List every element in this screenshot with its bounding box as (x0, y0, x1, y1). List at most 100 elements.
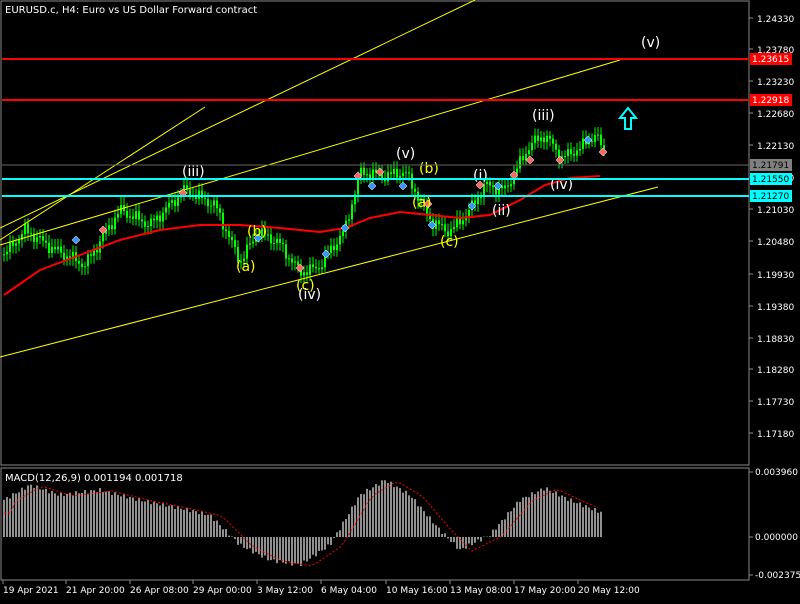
candle-body (510, 184, 512, 187)
candle-body (267, 234, 269, 236)
macd-axis-label: 0.003960 (755, 468, 798, 478)
candle-body (159, 215, 161, 222)
price-marker-box (750, 94, 792, 106)
candle-body (117, 213, 119, 218)
candle-body (324, 253, 326, 268)
candle-body (444, 224, 446, 232)
candle-body (66, 256, 68, 260)
candle-body (96, 249, 98, 253)
candle-body (84, 266, 86, 268)
time-axis: 19 Apr 2021 21 Apr 20:00 26 Apr 08:00 29 Ap… (2, 580, 640, 596)
candle-body (582, 138, 584, 149)
wave-label: (i) (473, 168, 488, 184)
price-marker-box (750, 53, 792, 65)
price-marker-label: 1.21270 (752, 192, 789, 202)
candle-body (528, 150, 530, 155)
candle-body (120, 205, 122, 214)
candle-body (360, 167, 362, 177)
wave-label: (b) (419, 161, 439, 177)
candle-body (12, 241, 14, 246)
candle-body (246, 244, 248, 259)
candle-body (486, 181, 488, 185)
candle-body (261, 228, 263, 237)
candle-body (297, 261, 299, 266)
candle-body (498, 185, 500, 195)
candle-body (426, 203, 428, 214)
candle-body (309, 264, 311, 275)
candle-body (456, 218, 458, 228)
candle-body (429, 213, 431, 220)
wave-label: (ii) (492, 203, 511, 219)
wave-labels: (iii)(a)(b)(c)(iv)(v)(b)(a)(c)(i)(ii)(ii… (182, 35, 660, 303)
time-label: 3 May 12:00 (257, 586, 313, 596)
time-label: 13 May 08:00 (450, 586, 512, 596)
price-label: 1.17180 (757, 430, 794, 440)
candle-body (186, 185, 188, 190)
channel-lower-line (0, 186, 659, 358)
candle-body (558, 149, 560, 161)
candle-body (45, 240, 47, 243)
macd-indicator: 0.003960 0.000000 -0.002375 (3, 468, 800, 581)
channel-upper-line (0, 59, 621, 246)
candle-body (171, 200, 173, 203)
candle-body (138, 211, 140, 220)
signal-diamond (340, 223, 350, 233)
candle-body (492, 185, 494, 188)
candle-body (165, 207, 167, 213)
candle-body (519, 156, 521, 169)
candle-body (174, 200, 176, 206)
candle-body (141, 219, 143, 222)
price-label: 1.19930 (757, 271, 794, 281)
candlestick-series (3, 127, 605, 283)
candle-body (441, 224, 443, 226)
candle-body (207, 198, 209, 207)
candle-body (81, 263, 83, 268)
candle-body (414, 188, 416, 192)
wave-label: (iv) (298, 287, 321, 303)
candle-body (576, 150, 578, 156)
candle-body (348, 219, 350, 221)
candle-body (177, 197, 179, 206)
fan-line (0, 106, 206, 241)
candle-body (462, 220, 464, 225)
signal-diamond (583, 135, 593, 145)
price-label: 1.18830 (757, 335, 794, 345)
candle-body (78, 261, 80, 264)
chart-title: EURUSD.c, H4: Euro vs US Dollar Forward … (5, 5, 257, 16)
wave-label: (v) (396, 146, 415, 162)
candle-body (474, 200, 476, 205)
price-marker-box (750, 159, 792, 171)
candle-body (279, 238, 281, 244)
candle-body (540, 137, 542, 141)
signal-diamond (398, 181, 408, 191)
candle-body (132, 216, 134, 219)
candle-body (282, 243, 284, 245)
candle-body (243, 258, 245, 262)
candle-body (330, 245, 332, 253)
candle-body (228, 231, 230, 237)
candle-body (126, 210, 128, 218)
wave-label: (c) (440, 234, 459, 250)
candle-body (39, 236, 41, 238)
macd-axis-label: -0.002375 (755, 571, 800, 581)
candle-body (423, 198, 425, 204)
candle-body (483, 184, 485, 198)
candle-body (105, 229, 107, 234)
candle-body (396, 169, 398, 178)
candle-body (195, 196, 197, 199)
price-marker-label: 1.23615 (752, 55, 789, 65)
candle-body (516, 168, 518, 174)
candle-body (33, 233, 35, 242)
price-label: 1.24330 (757, 15, 794, 25)
candle-body (189, 189, 191, 196)
candle-body (375, 169, 377, 173)
candle-body (387, 172, 389, 182)
signal-diamond (598, 147, 608, 157)
candle-body (453, 227, 455, 230)
wave-label: (c) (296, 278, 315, 294)
signal-diamond (321, 249, 331, 259)
time-label: 29 Apr 00:00 (193, 586, 252, 596)
candle-body (543, 137, 545, 143)
